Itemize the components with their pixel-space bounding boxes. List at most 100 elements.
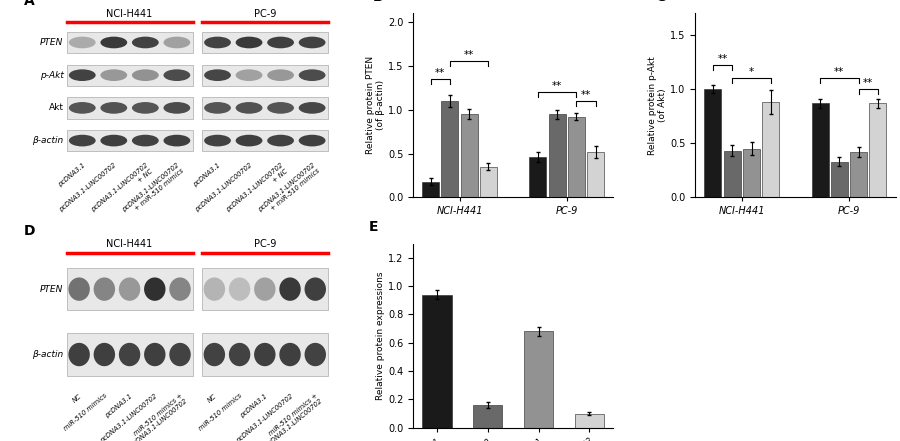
- Text: pcDNA3.1-LINC00702: pcDNA3.1-LINC00702: [100, 393, 158, 441]
- Text: **: **: [863, 78, 873, 88]
- Text: pcDNA3.1-LINC00702: pcDNA3.1-LINC00702: [194, 162, 253, 213]
- Text: **: **: [834, 67, 844, 77]
- Ellipse shape: [279, 277, 301, 301]
- Bar: [831, 162, 848, 198]
- Text: A: A: [24, 0, 35, 7]
- Bar: [724, 151, 741, 198]
- Bar: [743, 149, 760, 198]
- Text: pcDNA3.1-LINC00702: pcDNA3.1-LINC00702: [235, 393, 294, 441]
- Text: PTEN: PTEN: [40, 284, 64, 294]
- Bar: [441, 101, 458, 198]
- Ellipse shape: [101, 37, 127, 49]
- Bar: [524, 331, 554, 428]
- Ellipse shape: [119, 277, 140, 301]
- Ellipse shape: [101, 135, 127, 146]
- Ellipse shape: [204, 135, 231, 146]
- Text: pcDNA3.1-LINC00702
+ NC: pcDNA3.1-LINC00702 + NC: [90, 162, 154, 219]
- Ellipse shape: [164, 102, 190, 114]
- Ellipse shape: [267, 102, 294, 114]
- Ellipse shape: [204, 37, 231, 49]
- Y-axis label: Relative protein PTEN
(of β-actin): Relative protein PTEN (of β-actin): [365, 56, 385, 154]
- Text: pcDNA3.1: pcDNA3.1: [192, 162, 221, 188]
- Text: B: B: [373, 0, 383, 4]
- Ellipse shape: [267, 135, 294, 146]
- Bar: [422, 295, 452, 428]
- Bar: [67, 64, 193, 86]
- Ellipse shape: [204, 69, 231, 81]
- Ellipse shape: [204, 102, 231, 114]
- Text: C: C: [655, 0, 666, 4]
- Text: **: **: [717, 54, 728, 64]
- Ellipse shape: [254, 277, 275, 301]
- Text: PC-9: PC-9: [254, 239, 276, 249]
- Text: PTEN: PTEN: [40, 38, 64, 47]
- Ellipse shape: [94, 277, 115, 301]
- Bar: [568, 117, 585, 198]
- Ellipse shape: [94, 343, 115, 366]
- Text: E: E: [369, 220, 379, 234]
- Text: NCI-H441: NCI-H441: [106, 239, 153, 249]
- Text: pcDNA3.1-LINC00702: pcDNA3.1-LINC00702: [58, 162, 118, 213]
- Bar: [574, 414, 604, 428]
- Text: NCI-H441: NCI-H441: [106, 9, 153, 19]
- Ellipse shape: [236, 102, 263, 114]
- Text: β-actin: β-actin: [32, 350, 64, 359]
- Ellipse shape: [279, 343, 301, 366]
- Bar: [473, 405, 502, 428]
- Ellipse shape: [299, 69, 326, 81]
- Bar: [422, 182, 439, 198]
- Ellipse shape: [68, 343, 90, 366]
- Text: D: D: [24, 224, 35, 238]
- Ellipse shape: [304, 343, 326, 366]
- Bar: [461, 114, 478, 198]
- Ellipse shape: [169, 343, 191, 366]
- Bar: [529, 157, 546, 198]
- Text: Akt: Akt: [49, 103, 64, 112]
- Bar: [202, 64, 328, 86]
- Ellipse shape: [101, 102, 127, 114]
- Bar: [480, 167, 497, 198]
- Text: **: **: [552, 81, 562, 91]
- Ellipse shape: [69, 37, 95, 49]
- Bar: [202, 130, 328, 151]
- Ellipse shape: [229, 343, 250, 366]
- Bar: [67, 97, 193, 119]
- Text: pcDNA3.1: pcDNA3.1: [57, 162, 86, 188]
- Bar: [202, 333, 328, 376]
- Y-axis label: Relative protein expressions: Relative protein expressions: [376, 271, 385, 400]
- Ellipse shape: [132, 37, 158, 49]
- Text: pcDNA3.1-LINC00702
+ miR-510 mimics: pcDNA3.1-LINC00702 + miR-510 mimics: [122, 162, 185, 219]
- Ellipse shape: [69, 135, 95, 146]
- Text: miR-510 mimics +
pcDNA3.1-LINC00702: miR-510 mimics + pcDNA3.1-LINC00702: [125, 393, 188, 441]
- Ellipse shape: [69, 102, 95, 114]
- Text: β-actin: β-actin: [32, 136, 64, 145]
- Ellipse shape: [144, 343, 166, 366]
- Ellipse shape: [203, 277, 225, 301]
- Ellipse shape: [267, 69, 294, 81]
- Bar: [850, 152, 867, 198]
- Ellipse shape: [69, 69, 95, 81]
- Text: **: **: [464, 50, 474, 60]
- Ellipse shape: [164, 135, 190, 146]
- Ellipse shape: [203, 343, 225, 366]
- Text: **: **: [436, 67, 446, 78]
- Bar: [202, 32, 328, 53]
- Text: pcDNA3.1-LINC00702
+ miR-510 mimics: pcDNA3.1-LINC00702 + miR-510 mimics: [256, 162, 320, 219]
- Text: NC: NC: [207, 393, 218, 404]
- Ellipse shape: [169, 277, 191, 301]
- Ellipse shape: [132, 135, 158, 146]
- Ellipse shape: [254, 343, 275, 366]
- Bar: [202, 97, 328, 119]
- Ellipse shape: [119, 343, 140, 366]
- Bar: [869, 103, 886, 198]
- Ellipse shape: [132, 69, 158, 81]
- Ellipse shape: [236, 37, 263, 49]
- Bar: [705, 89, 722, 198]
- Y-axis label: Relative protein p-Akt
(of Akt): Relative protein p-Akt (of Akt): [648, 56, 668, 155]
- Bar: [67, 333, 193, 376]
- Ellipse shape: [144, 277, 166, 301]
- Bar: [67, 32, 193, 53]
- Text: pcDNA3.1-LINC00702
+ NC: pcDNA3.1-LINC00702 + NC: [225, 162, 289, 219]
- Text: p-Akt: p-Akt: [40, 71, 64, 80]
- Bar: [812, 103, 829, 198]
